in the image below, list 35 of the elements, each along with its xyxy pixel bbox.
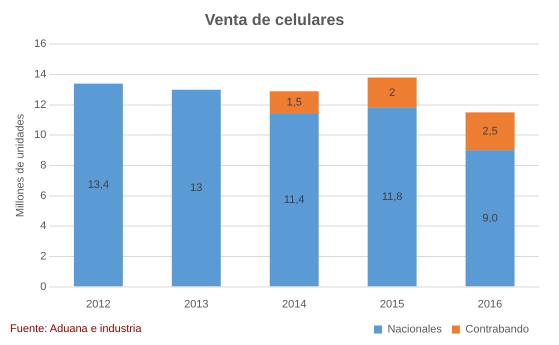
bar <box>270 114 319 286</box>
data-label: 2 <box>389 86 396 99</box>
data-label: 13 <box>190 182 202 194</box>
data-label: 1,5 <box>286 96 302 109</box>
bar <box>172 90 221 286</box>
data-label: 13,4 <box>88 178 110 191</box>
legend-label: Nacionales <box>387 324 442 336</box>
chart-title: Venta de celulares <box>204 12 344 30</box>
x-tick-label: 2014 <box>282 298 306 310</box>
x-tick-label: 2012 <box>86 298 111 310</box>
data-label: 11,4 <box>284 194 305 206</box>
y-axis-title: Millones de unidades <box>14 113 27 218</box>
bar <box>368 108 417 286</box>
source-note: Fuente: Aduana e industria <box>10 323 142 335</box>
bar <box>368 78 417 108</box>
bar <box>466 150 515 286</box>
y-tick-label: 8 <box>40 160 46 172</box>
data-label: 2,5 <box>482 125 498 138</box>
data-label: 11,8 <box>382 191 402 204</box>
x-tick-label: 2015 <box>380 298 404 310</box>
y-tick-label: 6 <box>40 190 46 202</box>
y-tick-label: 16 <box>34 38 46 50</box>
data-label: 9,0 <box>482 212 498 224</box>
x-tick-label: 2013 <box>184 298 209 310</box>
bar <box>74 84 123 286</box>
x-tick-label: 2016 <box>478 298 502 310</box>
y-tick-label: 0 <box>40 280 46 293</box>
y-tick-label: 4 <box>40 220 46 232</box>
y-tick-label: 10 <box>34 129 46 142</box>
y-tick-label: 12 <box>34 98 46 111</box>
legend-label: Contrabando <box>465 324 530 336</box>
y-tick-label: 14 <box>34 68 46 81</box>
bar <box>466 112 515 150</box>
y-tick-label: 2 <box>40 250 46 263</box>
bar <box>270 91 319 114</box>
